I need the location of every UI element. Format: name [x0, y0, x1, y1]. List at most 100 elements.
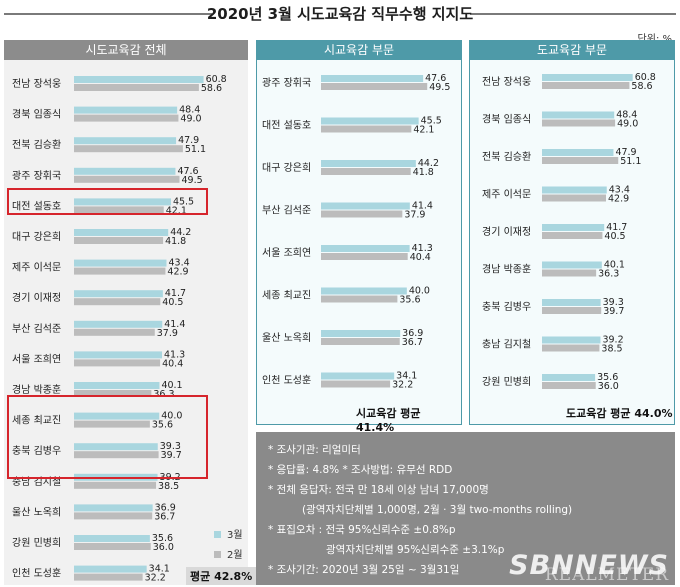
- value-march-대구-강은희: 44.2: [170, 227, 191, 238]
- value-feb-인천-도성훈: 32.2: [392, 380, 413, 391]
- bar-march-서울-조희연: [321, 245, 410, 252]
- category-label-대전-설동호: 대전 설동호: [262, 120, 311, 132]
- category-label-경북-임종식: 경북 임종식: [12, 108, 61, 121]
- bar-march-울산-노옥희: [74, 504, 153, 512]
- value-march-충남-김지철: 39.2: [602, 335, 623, 346]
- bar-feb-서울-조희연: [74, 359, 161, 367]
- value-march-울산-노옥희: 36.9: [402, 328, 423, 339]
- highlight-box-daejeon: [7, 188, 208, 215]
- panel-province-title: 도교육감 부문: [470, 40, 674, 60]
- bar-feb-강원-민병희: [74, 543, 151, 550]
- value-feb-전남-장석웅: 58.6: [201, 83, 222, 94]
- value-feb-경북-임종식: 49.0: [617, 119, 638, 130]
- value-feb-경기-이재정: 40.5: [162, 297, 183, 308]
- value-feb-경남-박종훈: 36.3: [598, 269, 619, 280]
- category-label-전남-장석웅: 전남 장석웅: [482, 76, 531, 88]
- value-feb-대구-강은희: 41.8: [165, 236, 186, 247]
- value-march-대전-설동호: 45.5: [173, 196, 194, 207]
- category-label-부산-김석준: 부산 김석준: [12, 323, 61, 335]
- panel-province-superintendents: 도교육감 부문 전남 장석웅 60.8 58.6 경북 임종식 48.4 49.0 전북 김…: [469, 40, 675, 425]
- value-march-강원-민병희: 35.6: [597, 372, 618, 383]
- bar-feb-경남-박종훈: [542, 269, 597, 277]
- category-label-울산-노옥희: 울산 노옥희: [262, 332, 311, 344]
- value-march-전남-장석웅: 60.8: [635, 72, 656, 83]
- bar-feb-울산-노옥희: [74, 512, 153, 520]
- bar-march-충남-김지철: [542, 336, 601, 344]
- bar-march-울산-노옥희: [321, 330, 401, 337]
- value-march-제주-이석문: 43.4: [609, 185, 630, 196]
- value-march-부산-김석준: 41.4: [412, 201, 433, 212]
- bar-feb-대구-강은희: [74, 237, 164, 244]
- note-respondents: * 전체 응답자: 전국 만 18세 이상 남녀 17,000명: [268, 484, 489, 496]
- survey-notes: * 조사기관: 리얼미터 * 응답률: 4.8% * 조사방법: 유무선 RDD…: [256, 432, 675, 585]
- note-agency: * 조사기관: 리얼미터: [268, 444, 361, 456]
- value-feb-충북-김병우: 39.7: [603, 306, 624, 317]
- chart-city: 광주 장휘국 47.649.5대전 설동호 45.542.1대구 강은희 44.241…: [262, 73, 450, 391]
- category-label-울산-노옥희: 울산 노옥희: [12, 506, 61, 518]
- value-march-충북-김병우: 39.3: [160, 441, 181, 452]
- bar-march-경기-이재정: [542, 224, 605, 231]
- category-label-강원-민병희: 강원 민병희: [482, 376, 531, 388]
- bar-march-광주-장휘국: [321, 75, 424, 82]
- category-label-광주-장휘국: 광주 장휘국: [12, 170, 61, 182]
- bar-march-충북-김병우: [542, 299, 601, 306]
- category-label-서울-조희연: 서울 조희연: [262, 247, 311, 259]
- bar-feb-충남-김지철: [542, 344, 600, 352]
- title-rule-left: [4, 13, 212, 15]
- category-label-인천-도성훈: 인천 도성훈: [12, 567, 61, 580]
- value-feb-강원-민병희: 36.0: [153, 542, 174, 553]
- note-respondents-detail: (광역자치단체별 1,000명, 2월 · 3월 two-months roll…: [302, 504, 573, 516]
- value-feb-대전-설동호: 42.1: [413, 125, 434, 136]
- category-label-전남-장석웅: 전남 장석웅: [12, 78, 61, 90]
- bar-feb-대구-강은희: [321, 168, 411, 175]
- note-response-rate: * 응답률: 4.8% * 조사방법: 유무선 RDD: [268, 464, 453, 476]
- value-march-경기-이재정: 41.7: [606, 222, 627, 233]
- value-march-경기-이재정: 41.7: [165, 288, 186, 299]
- bar-feb-충북-김병우: [74, 451, 159, 459]
- category-label-전북-김승환: 전북 김승환: [482, 151, 531, 163]
- value-feb-부산-김석준: 37.9: [157, 328, 178, 339]
- category-label-세종-최교진: 세종 최교진: [12, 415, 61, 427]
- category-label-충북-김병우: 충북 김병우: [482, 301, 531, 313]
- title-bar: 2020년 3월 시도교육감 직무수행 지지도: [0, 0, 680, 30]
- title-rule-right: [470, 13, 676, 15]
- bar-feb-인천-도성훈: [74, 573, 143, 581]
- category-label-충남-김지철: 충남 김지철: [482, 339, 531, 351]
- value-march-대전-설동호: 45.5: [421, 116, 442, 127]
- category-label-광주-장휘국: 광주 장휘국: [262, 77, 311, 89]
- bar-march-부산-김석준: [321, 202, 410, 210]
- average-all: 평균 42.8%: [186, 567, 257, 585]
- category-label-세종-최교진: 세종 최교진: [262, 290, 311, 302]
- value-feb-경북-임종식: 49.0: [180, 114, 201, 125]
- category-label-경기-이재정: 경기 이재정: [12, 291, 61, 304]
- average-city: 시교육감 평균 41.4%: [356, 407, 421, 434]
- legend-march: 3월: [214, 526, 243, 541]
- value-march-세종-최교진: 40.0: [409, 286, 430, 297]
- bar-march-전남-장석웅: [542, 74, 633, 81]
- legend-feb-label: 2월: [227, 550, 243, 561]
- value-march-경북-임종식: 48.4: [179, 105, 200, 116]
- value-feb-세종-최교진: 35.6: [399, 295, 420, 306]
- note-sampling-error: * 표집오차 : 전국 95%신뢰수준 ±0.8%p: [268, 524, 456, 536]
- bar-march-경북-임종식: [542, 111, 615, 119]
- value-feb-충북-김병우: 39.7: [161, 450, 182, 461]
- panel-all-superintendents: 시도교육감 전체 전남 장석웅 60.8 58.6 경북 임종식 48.4 49.0 전북 …: [4, 40, 248, 585]
- bar-feb-경기-이재정: [542, 232, 603, 239]
- value-feb-서울-조희연: 40.4: [162, 358, 183, 369]
- legend-feb-swatch: [214, 551, 221, 558]
- bar-march-인천-도성훈: [321, 372, 395, 380]
- bar-march-전남-장석웅: [74, 76, 204, 83]
- bar-feb-전북-김승환: [542, 157, 619, 164]
- bar-march-전북-김승환: [74, 137, 177, 145]
- average-province: 도교육감 평균 44.0%: [566, 407, 673, 420]
- sbnnews-watermark: SBNNEWS: [509, 550, 669, 581]
- bar-march-대구-강은희: [74, 229, 169, 236]
- value-march-충북-김병우: 39.3: [603, 297, 624, 308]
- bar-feb-대전-설동호: [74, 206, 164, 214]
- category-label-서울-조희연: 서울 조희연: [12, 353, 61, 365]
- category-label-경남-박종훈: 경남 박종훈: [482, 263, 531, 276]
- bar-march-세종-최교진: [74, 412, 160, 420]
- value-march-인천-도성훈: 34.1: [396, 371, 417, 382]
- value-feb-대전-설동호: 42.1: [166, 205, 187, 216]
- category-label-경남-박종훈: 경남 박종훈: [12, 383, 61, 396]
